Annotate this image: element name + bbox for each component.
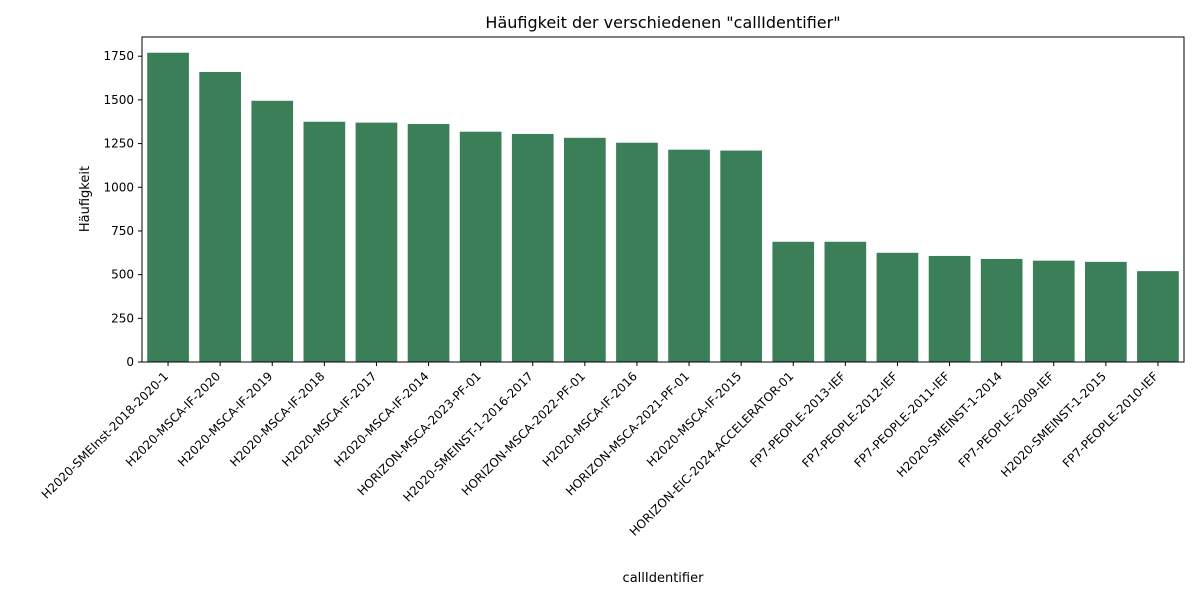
x-tick-label-1: H2020-MSCA-IF-2020 [123, 369, 223, 469]
x-tick-label-2: H2020-MSCA-IF-2019 [175, 369, 275, 469]
bar-4 [355, 122, 398, 363]
bar-18 [1085, 261, 1127, 362]
x-tick-label-19: FP7-PEOPLE-2010-IEF [1060, 369, 1161, 470]
axes-layer [141, 36, 1185, 363]
x-tick-label-16: H2020-SMEINST-1-2014 [894, 369, 1005, 480]
y-tick-label-4: 1000 [103, 180, 134, 194]
bar-2 [251, 100, 294, 362]
y-tick-label-1: 250 [111, 311, 134, 325]
bar-5 [407, 124, 450, 363]
bar-13 [824, 241, 867, 362]
bar-3 [303, 121, 346, 363]
bars-layer [147, 52, 1179, 363]
bar-16 [980, 258, 1023, 362]
x-tick-label-9: H2020-MSCA-IF-2016 [540, 369, 640, 469]
plot-frame [141, 36, 1185, 363]
y-tick-label-6: 1500 [103, 93, 134, 107]
bar-7 [511, 133, 554, 362]
bar-1 [199, 71, 241, 362]
bar-11 [720, 150, 762, 362]
x-tick-label-13: FP7-PEOPLE-2013-IEF [747, 369, 848, 470]
y-tick-label-0: 0 [126, 355, 134, 369]
x-tick-label-14: FP7-PEOPLE-2012-IEF [799, 369, 900, 470]
bar-8 [564, 137, 606, 362]
x-tick-label-18: H2020-SMEINST-1-2015 [998, 369, 1109, 480]
x-tick-label-15: FP7-PEOPLE-2011-IEF [851, 369, 952, 470]
bar-17 [1032, 260, 1075, 362]
bar-12 [772, 241, 815, 362]
bar-0 [147, 52, 189, 362]
x-axis-label: callIdentifier [623, 571, 705, 586]
y-tick-label-5: 1250 [103, 137, 134, 151]
bar-10 [668, 149, 710, 362]
x-tick-label-5: H2020-MSCA-IF-2014 [331, 369, 431, 469]
x-tick-label-3: H2020-MSCA-IF-2018 [227, 369, 327, 469]
bar-6 [459, 131, 502, 362]
x-tick-label-11: H2020-MSCA-IF-2015 [644, 369, 744, 469]
y-tick-label-3: 750 [111, 224, 134, 238]
x-tick-label-17: FP7-PEOPLE-2009-IEF [956, 369, 1057, 470]
y-axis-label: Häufigkeit [78, 166, 93, 232]
y-tick-label-2: 500 [111, 268, 134, 282]
bar-9 [616, 142, 658, 362]
x-tick-label-4: H2020-MSCA-IF-2017 [279, 369, 379, 469]
y-tick-label-7: 1750 [103, 49, 134, 63]
bar-15 [928, 255, 971, 362]
bar-19 [1137, 271, 1179, 362]
bar-14 [876, 252, 919, 362]
chart-title: Häufigkeit der verschiedenen "callIdenti… [485, 13, 840, 32]
